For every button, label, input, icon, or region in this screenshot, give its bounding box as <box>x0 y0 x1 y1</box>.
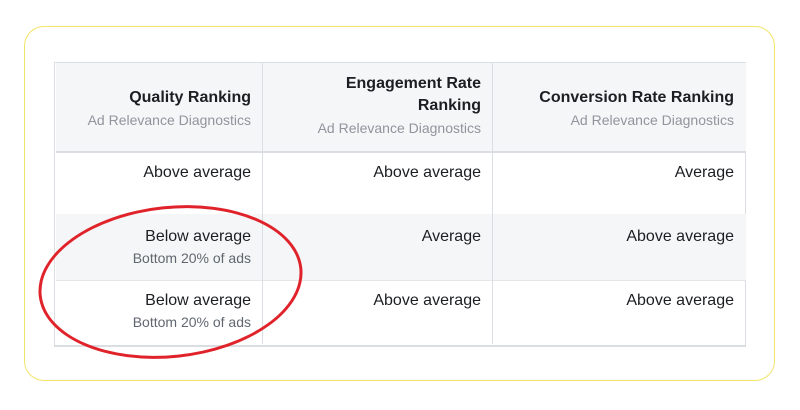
table-cell: Below average Bottom 20% of ads <box>55 226 263 268</box>
ranking-detail: Bottom 20% of ads <box>132 250 251 266</box>
column-subtitle: Ad Relevance Diagnostics <box>317 120 481 136</box>
table-cell: Above average <box>263 162 493 184</box>
ranking-value: Above average <box>626 228 734 245</box>
column-title-line2: Ranking <box>417 97 481 114</box>
ranking-value: Average <box>674 164 734 181</box>
table-cell: Above average <box>493 226 746 248</box>
column-title: Quality Ranking <box>129 89 251 106</box>
column-header-conversion-rate-ranking[interactable]: Conversion Rate Ranking Ad Relevance Dia… <box>493 87 746 130</box>
table-cell: Above average <box>55 162 263 184</box>
ranking-table: Quality Ranking Ad Relevance Diagnostics… <box>54 62 746 347</box>
table-cell: Average <box>263 226 493 248</box>
column-divider <box>492 63 493 344</box>
ranking-value: Above average <box>143 164 251 181</box>
table-cell: Above average <box>493 290 746 312</box>
row-stripe <box>56 214 746 280</box>
ranking-detail: Bottom 20% of ads <box>132 314 251 330</box>
ranking-value: Above average <box>373 292 481 309</box>
header-divider <box>56 151 746 153</box>
table-header-background <box>56 63 746 151</box>
table-cell: Below average Bottom 20% of ads <box>55 290 263 332</box>
column-title: Conversion Rate Ranking <box>539 89 734 106</box>
table-cell: Above average <box>263 290 493 312</box>
column-subtitle: Ad Relevance Diagnostics <box>570 112 734 128</box>
ranking-value: Average <box>421 228 481 245</box>
column-title: Engagement Rate <box>345 75 481 92</box>
table-cell: Average <box>493 162 746 184</box>
ranking-value: Above average <box>626 292 734 309</box>
ranking-value: Above average <box>373 164 481 181</box>
column-divider <box>262 63 263 344</box>
column-subtitle: Ad Relevance Diagnostics <box>87 112 251 128</box>
row-divider <box>56 280 746 281</box>
column-header-quality-ranking[interactable]: Quality Ranking Ad Relevance Diagnostics <box>55 87 263 130</box>
column-header-engagement-rate-ranking[interactable]: Engagement Rate Ranking Ad Relevance Dia… <box>263 73 493 138</box>
ranking-value: Below average <box>145 228 251 245</box>
ranking-value: Below average <box>145 292 251 309</box>
